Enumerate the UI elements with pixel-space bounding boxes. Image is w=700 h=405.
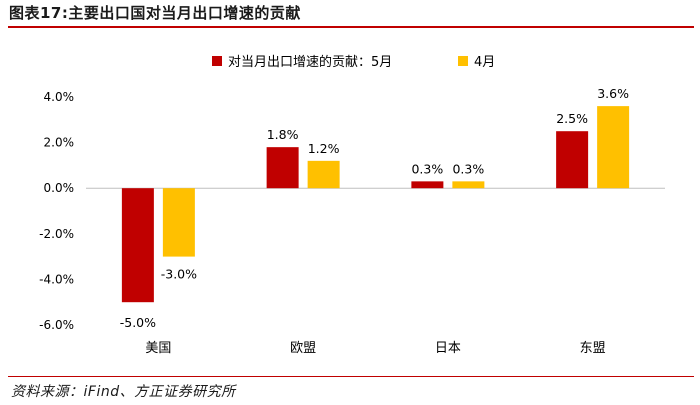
y-tick-label: -2.0% — [39, 227, 74, 241]
legend: 对当月出口增速的贡献：5月 4月 — [212, 54, 495, 70]
bar-april-2 — [307, 160, 340, 189]
data-label: 1.2% — [308, 141, 340, 156]
source-rule — [8, 376, 694, 377]
bar-april-4 — [597, 106, 630, 189]
bar-april-3 — [452, 181, 485, 189]
x-category-label: 东盟 — [580, 341, 606, 356]
source-note: 资料来源：iFind、方正证券研究所 — [11, 384, 236, 400]
y-tick-label: -6.0% — [39, 318, 74, 332]
legend-swatch-2 — [458, 56, 468, 66]
title-rule — [8, 26, 694, 28]
x-category-label: 日本 — [435, 341, 461, 356]
bar-may-4 — [556, 131, 589, 189]
legend-label-1: 对当月出口增速的贡献：5月 — [228, 54, 392, 70]
data-label: 2.5% — [556, 111, 588, 126]
data-labels: -5.0% -3.0% 1.8% 1.2% 0.3% 0.3% 2.5% 3.6% — [120, 86, 629, 330]
legend-swatch-1 — [212, 56, 222, 66]
bar-may-1 — [121, 188, 154, 303]
bar-may-2 — [266, 147, 299, 189]
data-label: 1.8% — [267, 127, 299, 142]
y-tick-label: 4.0% — [44, 90, 75, 104]
legend-label-2: 4月 — [474, 55, 495, 70]
bar-april-1 — [162, 188, 195, 257]
x-category-label: 美国 — [145, 341, 171, 356]
x-category-label: 欧盟 — [290, 341, 316, 356]
bars — [121, 106, 630, 303]
data-label: 0.3% — [411, 161, 443, 176]
data-label: 0.3% — [452, 161, 484, 176]
data-label: -5.0% — [120, 315, 156, 330]
y-tick-label: 2.0% — [44, 136, 75, 150]
data-label: 3.6% — [597, 86, 629, 101]
y-tick-label: -4.0% — [39, 272, 74, 286]
figure-title: 图表17:主要出口国对当月出口增速的贡献 — [9, 4, 301, 22]
x-axis-categories: 美国 欧盟 日本 东盟 — [145, 341, 605, 356]
bar-may-3 — [411, 181, 444, 189]
data-label: -3.0% — [161, 267, 197, 282]
y-tick-label: 0.0% — [44, 181, 75, 195]
